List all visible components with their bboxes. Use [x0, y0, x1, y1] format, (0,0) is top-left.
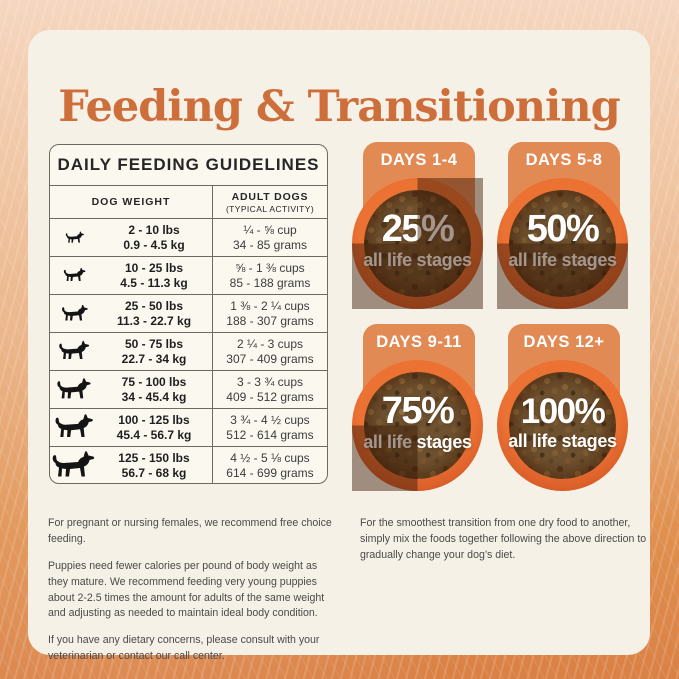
transition-note: For the smoothest transition from one dr… [360, 516, 656, 575]
kibble-texture [364, 372, 471, 479]
food-amount-cell: 1 ⅜ - 2 ¼ cups 188 - 307 grams [226, 298, 314, 328]
dog-icon [50, 304, 102, 324]
transition-stage: DAYS 1-4 25% all life stages [352, 142, 483, 309]
mix-percent: 100% [520, 391, 606, 431]
food-bowl [497, 178, 628, 309]
food-amount-cell: 3 ¾ - 4 ½ cups 512 - 614 grams [226, 412, 314, 442]
table-row: 125 - 150 lbs 56.7 - 68 kg 4 ½ - 5 ⅛ cup… [50, 447, 327, 483]
food-amount-cell: ¼ - ⅝ cup 34 - 85 grams [232, 222, 308, 252]
stage-text: 75% all life stages [352, 357, 483, 488]
dog-icon [50, 413, 102, 442]
stage-text: 25% all life stages [352, 175, 483, 306]
table-row: 50 - 75 lbs 22.7 - 34 kg 2 ¼ - 3 cups 30… [50, 333, 327, 371]
dog-icon [50, 267, 102, 284]
dog-weight-cell: 75 - 100 lbs 34 - 45.4 kg [50, 371, 213, 408]
transition-stage: DAYS 9-11 75% all life stages [352, 324, 483, 491]
dog-weight-range: 2 - 10 lbs 0.9 - 4.5 kg [123, 222, 185, 252]
kibble-texture [509, 190, 616, 297]
dog-weight-range: 75 - 100 lbs 34 - 45.4 kg [121, 374, 187, 404]
life-stages-label: all life stages [363, 250, 472, 270]
food-amount-cell: 4 ½ - 5 ⅛ cups 614 - 699 grams [226, 451, 314, 480]
dog-weight-range: 10 - 25 lbs 4.5 - 11.3 kg [120, 260, 188, 290]
mix-percent: 50% [526, 208, 600, 250]
stage-text: 100% all life stages [497, 357, 628, 488]
table-row: 10 - 25 lbs 4.5 - 11.3 kg ⅝ - 1 ⅜ cups 8… [50, 257, 327, 295]
dog-weight-range: 25 - 50 lbs 11.3 - 22.7 kg [116, 298, 192, 328]
column-header-adult-dogs-label: ADULT DOGS [231, 190, 309, 203]
column-header-adult-dogs: ADULT DOGS (TYPICAL ACTIVITY) [213, 186, 327, 218]
life-stages-label: all life stages [508, 430, 617, 451]
page-title: Feeding & Transitioning [58, 82, 620, 132]
food-amount-cell: 2 ¼ - 3 cups 307 - 409 grams [226, 336, 314, 366]
feeding-guidelines-table: DAILY FEEDING GUIDELINES DOG WEIGHT ADUL… [49, 144, 328, 484]
dog-weight-cell: 125 - 150 lbs 56.7 - 68 kg [50, 447, 213, 483]
food-bowl [352, 360, 483, 491]
table-row: 100 - 125 lbs 45.4 - 56.7 kg 3 ¾ - 4 ½ c… [50, 409, 327, 447]
table-title: DAILY FEEDING GUIDELINES [50, 145, 327, 186]
table-row: 25 - 50 lbs 11.3 - 22.7 kg 1 ⅜ - 2 ¼ cup… [50, 295, 327, 333]
table-row: 2 - 10 lbs 0.9 - 4.5 kg ¼ - ⅝ cup 34 - 8… [50, 219, 327, 257]
note-smooth-transition: For the smoothest transition from one dr… [360, 517, 647, 561]
kibble-texture [364, 190, 471, 297]
dog-weight-cell: 2 - 10 lbs 0.9 - 4.5 kg [50, 219, 213, 256]
table-header-row: DOG WEIGHT ADULT DOGS (TYPICAL ACTIVITY) [50, 186, 327, 219]
days-badge-label: DAYS 5-8 [525, 151, 603, 169]
column-header-dog-weight: DOG WEIGHT [50, 186, 213, 218]
kibble-texture [509, 372, 616, 479]
food-amount-cell: 3 - 3 ¾ cups 409 - 512 grams [226, 374, 314, 404]
life-stages-label: all life stages [363, 432, 472, 452]
dog-weight-range: 100 - 125 lbs 45.4 - 56.7 kg [116, 412, 192, 442]
days-badge-label: DAYS 1-4 [380, 151, 458, 169]
transition-stage: DAYS 12+ 100% all life stages [497, 324, 628, 491]
dog-icon [50, 340, 102, 363]
days-badge-label: DAYS 12+ [523, 333, 605, 351]
dog-weight-cell: 10 - 25 lbs 4.5 - 11.3 kg [50, 257, 213, 294]
transition-stage: DAYS 5-8 50% all life stages [497, 142, 628, 309]
dog-weight-cell: 50 - 75 lbs 22.7 - 34 kg [50, 333, 213, 370]
note-pregnant-nursing: For pregnant or nursing females, we reco… [48, 517, 332, 545]
stage-text: 50% all life stages [497, 175, 628, 306]
table-row: 75 - 100 lbs 34 - 45.4 kg 3 - 3 ¾ cups 4… [50, 371, 327, 409]
dog-weight-cell: 100 - 125 lbs 45.4 - 56.7 kg [50, 409, 213, 446]
mix-percent: 25% [381, 208, 455, 250]
table-body: 2 - 10 lbs 0.9 - 4.5 kg ¼ - ⅝ cup 34 - 8… [50, 219, 327, 483]
column-header-activity-label: (TYPICAL ACTIVITY) [225, 203, 315, 214]
dog-icon [50, 377, 102, 403]
days-badge-label: DAYS 9-11 [376, 333, 462, 351]
note-puppies: Puppies need fewer calories per pound of… [48, 559, 325, 620]
note-dietary-concerns: If you have any dietary concerns, please… [48, 634, 320, 663]
food-amount-cell: ⅝ - 1 ⅜ cups 85 - 188 grams [229, 260, 311, 290]
life-stages-label: all life stages [508, 250, 617, 270]
food-bowl [497, 360, 628, 491]
dog-icon [50, 231, 102, 245]
dog-weight-range: 50 - 75 lbs 22.7 - 34 kg [121, 336, 187, 366]
mix-percent: 75% [381, 390, 455, 432]
food-bowl [352, 178, 483, 309]
dog-weight-cell: 25 - 50 lbs 11.3 - 22.7 kg [50, 295, 213, 332]
feeding-notes: For pregnant or nursing females, we reco… [48, 516, 340, 676]
dog-weight-range: 125 - 150 lbs 56.7 - 68 kg [118, 451, 190, 480]
content-card: Feeding & Transitioning DAILY FEEDING GU… [28, 30, 650, 662]
dog-icon [50, 450, 102, 482]
